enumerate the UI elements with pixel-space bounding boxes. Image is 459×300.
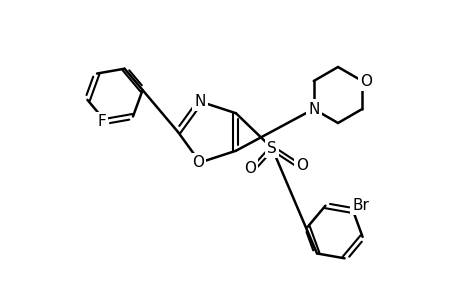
Text: O: O (295, 158, 308, 172)
Text: F: F (97, 114, 106, 129)
Text: O: O (359, 74, 371, 88)
Text: N: N (308, 101, 319, 116)
Text: N: N (194, 94, 205, 109)
Text: O: O (192, 155, 204, 170)
Text: O: O (243, 160, 256, 175)
Text: S: S (267, 140, 276, 155)
Text: Br: Br (352, 198, 369, 213)
